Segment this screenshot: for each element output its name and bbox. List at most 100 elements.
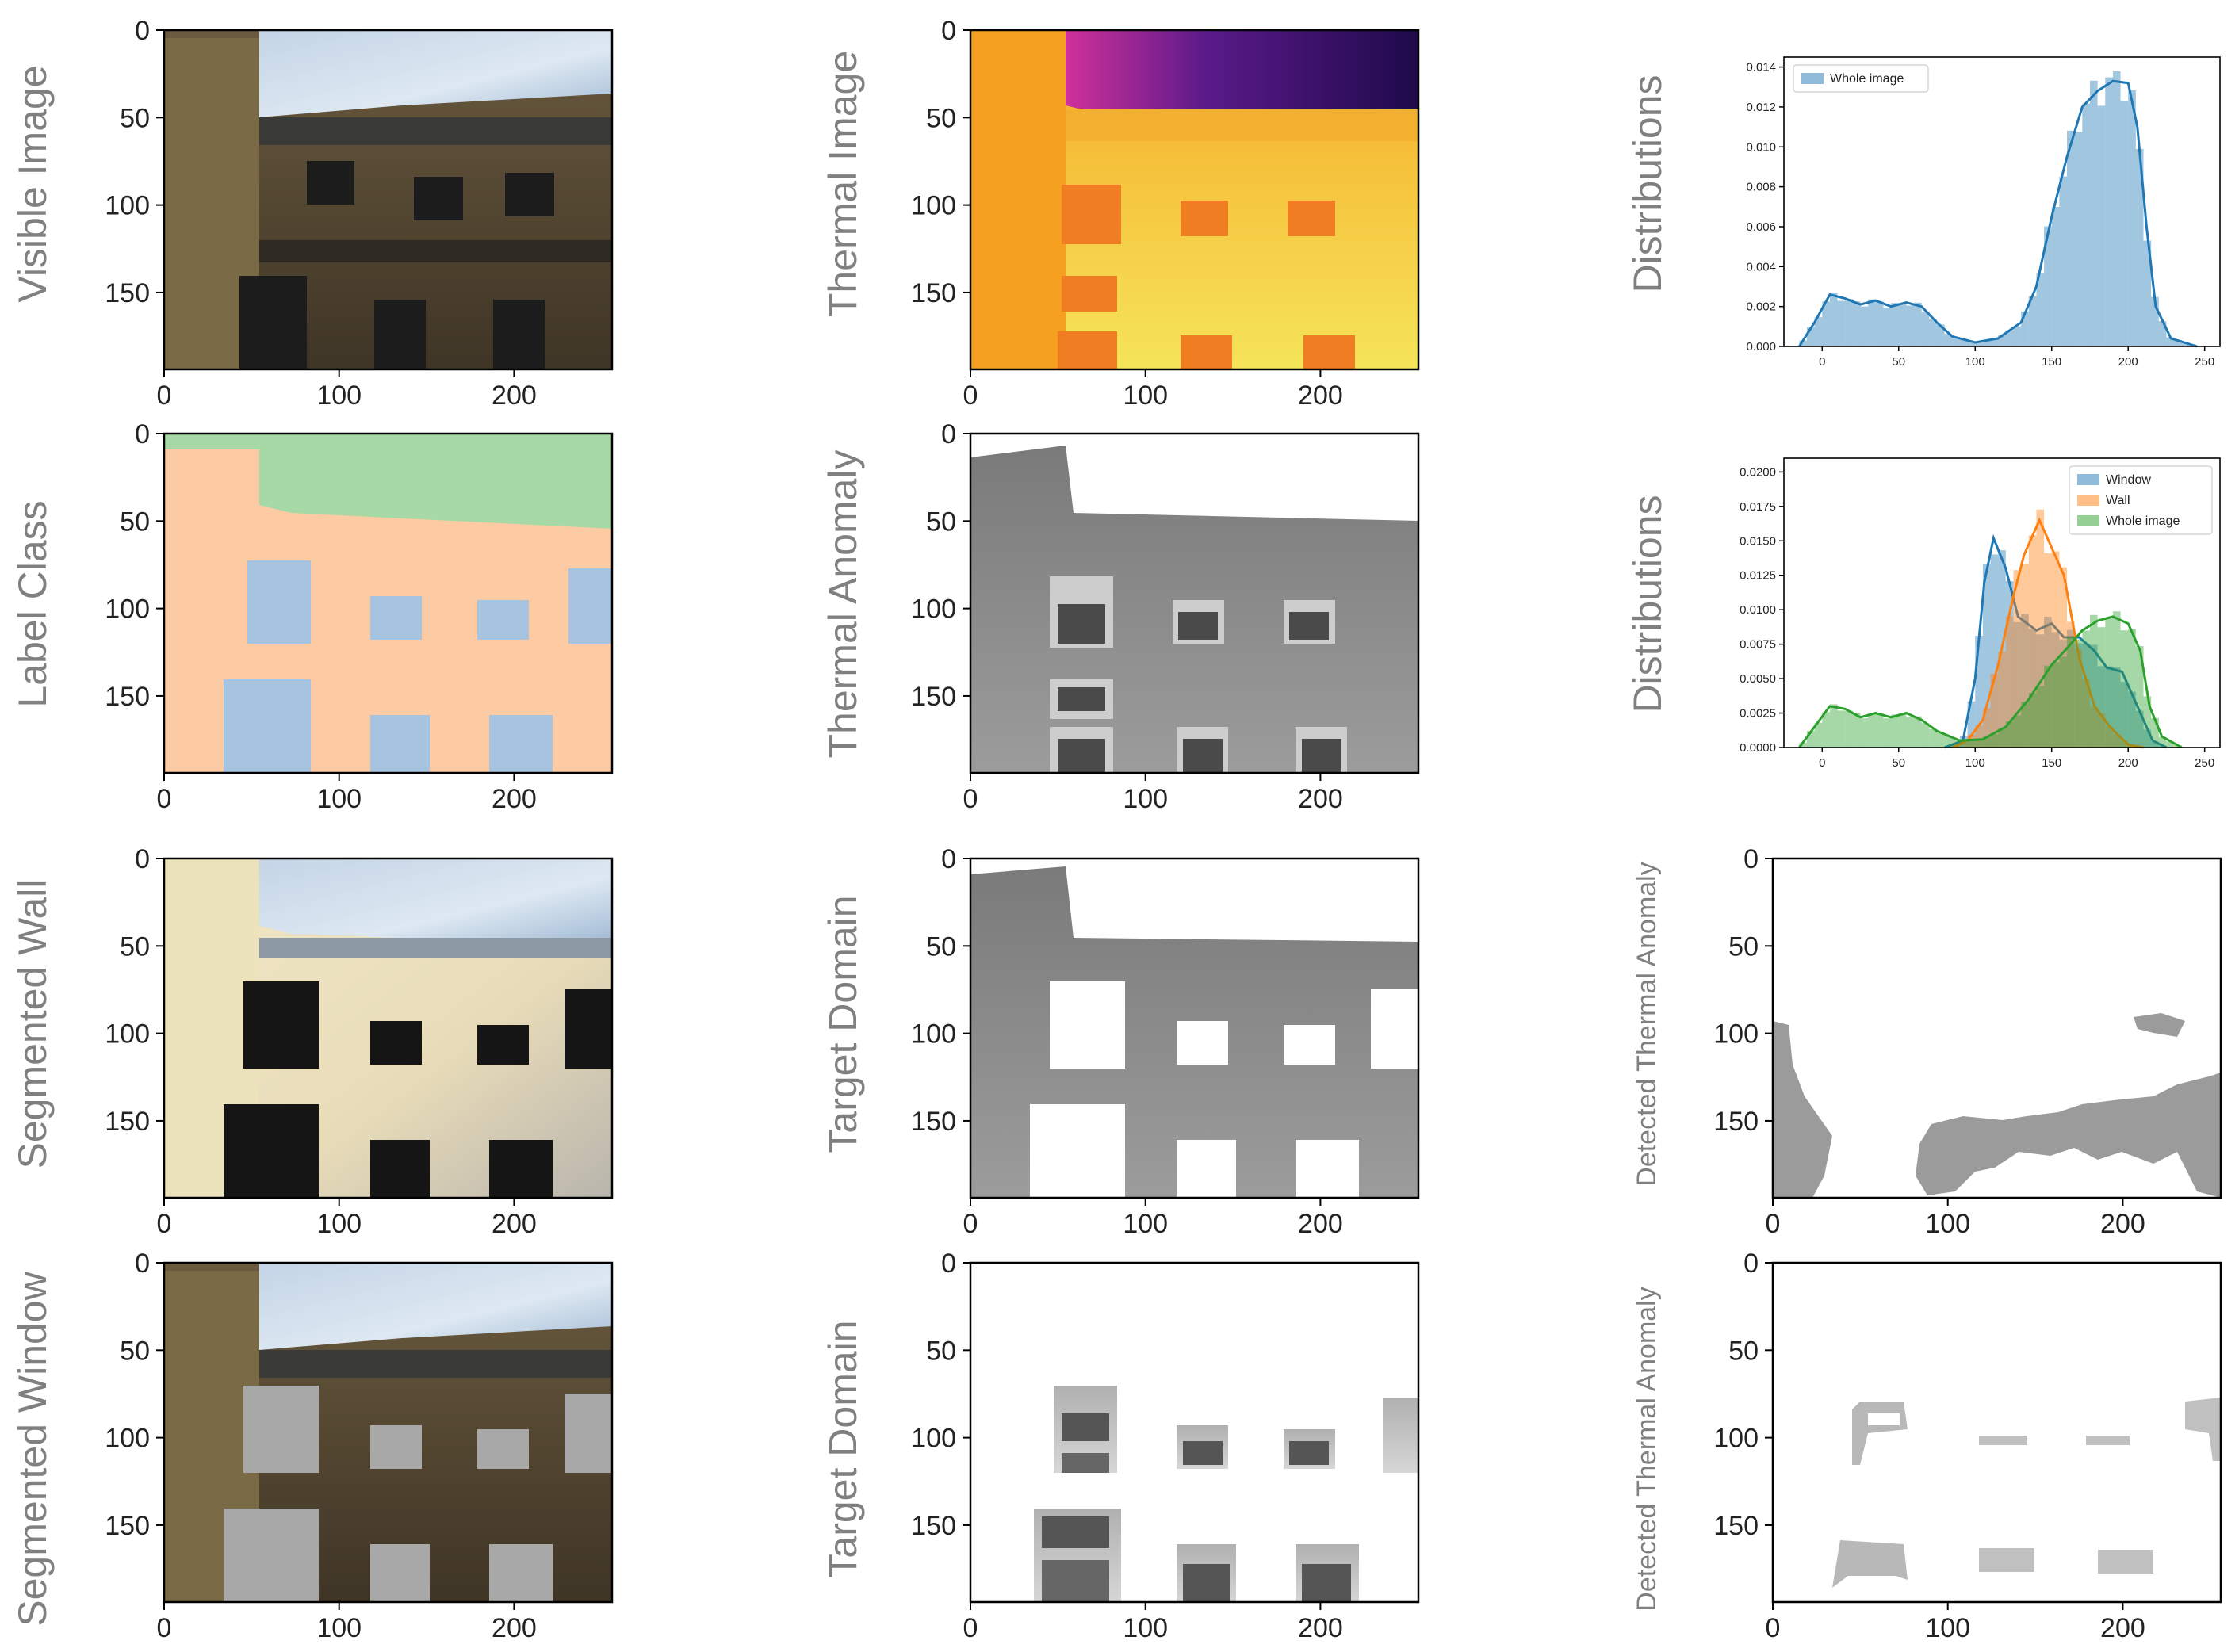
hist-bar — [1837, 300, 1846, 346]
series-whole-image — [1798, 611, 2183, 749]
hist-bar — [1967, 701, 1976, 748]
hist-bar — [1982, 340, 1991, 346]
hist-bar — [2074, 639, 2083, 748]
x-tick-label: 50 — [1892, 756, 1905, 770]
y-tick-label: 0 — [135, 419, 150, 449]
image-axes-8: 0 100 200 0 50 100 150 — [911, 1249, 1420, 1643]
y-tick-label: 100 — [911, 1424, 956, 1454]
hist-bar — [1959, 742, 1968, 748]
hist-bar — [2089, 80, 2098, 346]
y-tick-label: 150 — [105, 1107, 150, 1137]
hist-bar — [1799, 742, 1807, 748]
hist-bar — [1906, 717, 1915, 748]
panel-visible-image — [164, 30, 612, 369]
hist-bar — [1990, 674, 1999, 748]
hist-bar — [2082, 630, 2090, 748]
hist-bar — [2051, 551, 2060, 748]
legend-box — [1793, 64, 1929, 93]
image-axes-1: 0 100 200 0 50 100 150 — [911, 16, 1420, 411]
panel-detected-anomaly-window — [1773, 1263, 2221, 1602]
y-tick-label: 50 — [120, 1336, 150, 1366]
hist-bar — [1868, 713, 1876, 748]
hist-bar — [2089, 706, 2098, 748]
y-tick-label: 0 — [135, 16, 150, 46]
hist-bar — [1959, 338, 1968, 346]
legend-swatch — [2077, 495, 2099, 506]
row2-col2-ylabel: Thermal Anomaly — [821, 449, 865, 758]
axes-frame — [163, 29, 614, 371]
hist-bar — [1898, 713, 1907, 748]
y-tick-label: 50 — [120, 931, 150, 962]
hist-bar — [1936, 731, 1945, 748]
x-tick-label: 200 — [1298, 1209, 1343, 1239]
panel-thermal-image — [970, 30, 1418, 369]
hist-bar — [2128, 629, 2136, 748]
image-axes-4: 0 100 200 0 50 100 150 — [105, 844, 614, 1239]
hist-bar — [1998, 335, 2006, 346]
hist-bar — [2166, 741, 2175, 748]
x-tick-label: 200 — [2118, 756, 2138, 770]
image-axes-5: 0 100 200 0 50 100 150 — [911, 844, 1420, 1239]
y-tick-label: 0 — [941, 844, 956, 874]
axes-frame — [163, 432, 614, 774]
hist-bar — [2028, 629, 2037, 748]
x-tick-label: 0 — [963, 1613, 978, 1643]
hist-bar — [2143, 696, 2152, 748]
hist-bar — [2181, 342, 2190, 346]
image-axes-7: 0 100 200 0 50 100 150 — [105, 1249, 614, 1643]
hist-bar — [2067, 130, 2075, 346]
hist-bar — [1929, 728, 1937, 748]
y-tick-label: 150 — [911, 682, 956, 712]
legend-box — [2069, 465, 2213, 535]
hist-bar — [2128, 90, 2136, 346]
x-tick-label: 100 — [1925, 1209, 1970, 1239]
hist-bar — [2074, 643, 2083, 748]
hist-bar — [2059, 567, 2068, 748]
hist-bar — [2036, 509, 2045, 748]
hist-bar — [2135, 710, 2144, 748]
series-wall — [1951, 509, 2144, 749]
x-tick-label: 100 — [1123, 1209, 1168, 1239]
hist-bar — [1891, 714, 1899, 748]
hist-bar — [2174, 340, 2182, 346]
hist-bar — [1944, 333, 1953, 346]
y-tick-label: 0 — [135, 1249, 150, 1279]
hist-bar — [2036, 686, 2045, 748]
panel-target-domain-window — [970, 1263, 1418, 1602]
y-tick-label: 150 — [1713, 1107, 1759, 1137]
hist-bar — [1898, 304, 1907, 346]
y-tick-label: 0.006 — [1746, 220, 1776, 234]
hist-bar — [2059, 639, 2068, 748]
y-tick-label: 0 — [1743, 1249, 1759, 1279]
y-tick-label: 150 — [105, 1511, 150, 1541]
y-tick-label: 150 — [911, 1107, 956, 1137]
y-tick-label: 0 — [941, 419, 956, 449]
axes-frame — [969, 857, 1420, 1199]
x-tick-label: 200 — [492, 1613, 537, 1643]
legend-label: Whole image — [1830, 72, 1904, 86]
hist-bar — [2028, 693, 2037, 748]
hist-bar — [1829, 704, 1838, 748]
distribution-chart-whole-image: 0 50 100 150 200 250 0.000 0.002 0.004 0.006 0.008… — [1746, 56, 2221, 369]
x-tick-label: 100 — [316, 1613, 362, 1643]
image-axes-9: 0 100 200 0 50 100 150 — [1713, 1249, 2222, 1643]
x-tick-label: 0 — [1766, 1613, 1781, 1643]
hist-bar — [2166, 337, 2175, 346]
hist-bar — [1975, 739, 1983, 748]
series-whole-image — [1798, 71, 2198, 348]
y-tick-label: 0 — [941, 16, 956, 46]
y-tick-label: 0.014 — [1746, 61, 1776, 75]
hist-bar — [1914, 716, 1922, 748]
x-tick-label: 50 — [1892, 355, 1905, 369]
hist-bar — [1883, 718, 1892, 748]
y-tick-label: 50 — [926, 103, 956, 133]
x-tick-label: 100 — [316, 380, 362, 411]
hist-bar — [1852, 301, 1861, 346]
hist-bar — [2097, 713, 2106, 748]
y-tick-label: 0.002 — [1746, 300, 1776, 314]
x-tick-label: 100 — [1925, 1613, 1970, 1643]
axes-frame — [1783, 56, 2221, 347]
panel-detected-anomaly-wall — [1773, 859, 2221, 1198]
x-tick-label: 250 — [2195, 756, 2214, 770]
legend: Window Wall Whole image — [2069, 465, 2213, 535]
